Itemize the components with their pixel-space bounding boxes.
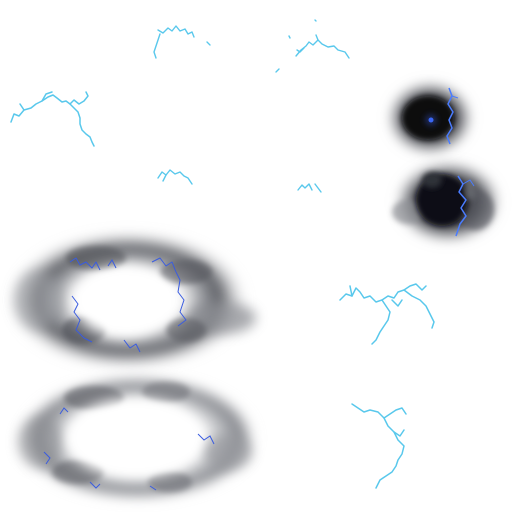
lightning-bolt-sprite [153, 25, 211, 59]
explosion-ring-sprite [10, 232, 256, 368]
lightning-bolt-sprite [339, 283, 435, 345]
lightning-bolt-sprite [10, 91, 95, 147]
lightning-bolt-sprite [157, 169, 193, 185]
lightning-bolt-sprite [275, 19, 350, 73]
lightning-bolt-sprite [297, 183, 322, 193]
dark-smoke-lightning-sprite [388, 82, 472, 154]
explosion-ring-sprite [18, 376, 256, 500]
lightning-bolt-sprite [351, 403, 407, 489]
dark-smoke-lightning-sprite [392, 162, 500, 242]
